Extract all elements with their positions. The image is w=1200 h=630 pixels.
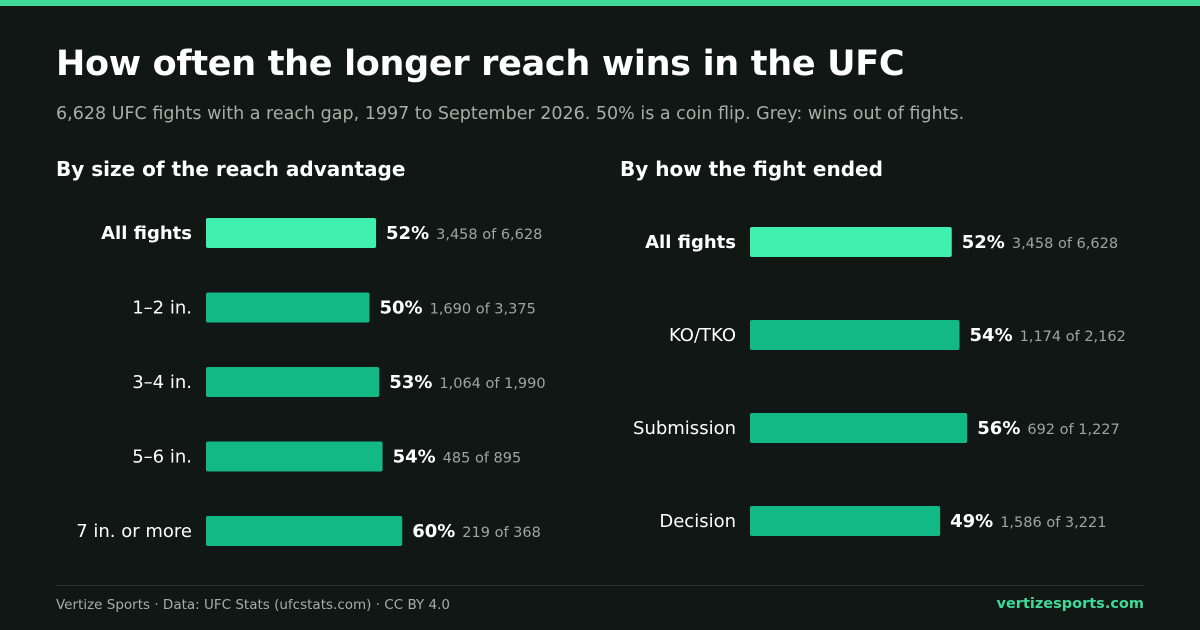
value-label: 60% xyxy=(412,521,455,542)
bar xyxy=(206,367,380,397)
panel-fight-ending: By how the fight ended All fights 52% 3,458… xyxy=(620,157,1126,536)
category-label: 5–6 in. xyxy=(132,447,192,468)
category-label: All fights xyxy=(645,232,736,253)
count-label: 1,174 of 2,162 xyxy=(1020,329,1126,345)
value-label: 52% xyxy=(386,223,429,244)
footer-divider xyxy=(56,585,1144,586)
count-label: 1,690 of 3,375 xyxy=(430,302,536,318)
category-label: 3–4 in. xyxy=(132,372,192,393)
category-label: All fights xyxy=(101,223,192,244)
bar xyxy=(206,218,377,248)
count-label: 692 of 1,227 xyxy=(1027,422,1119,438)
bar xyxy=(206,516,403,546)
value-label: 54% xyxy=(393,447,436,468)
bar xyxy=(750,413,968,443)
panel-reach-advantage: By size of the reach advantage All fights… xyxy=(56,157,546,546)
bar xyxy=(750,506,941,536)
footer-source: Vertize Sports · Data: UFC Stats (ufcsta… xyxy=(56,597,450,613)
category-label: 7 in. or more xyxy=(76,521,192,542)
count-label: 1,064 of 1,990 xyxy=(439,376,545,392)
bar xyxy=(206,292,370,323)
chart-title: How often the longer reach wins in the U… xyxy=(56,44,905,84)
value-label: 56% xyxy=(977,418,1020,439)
count-label: 3,458 of 6,628 xyxy=(1012,236,1118,252)
count-label: 219 of 368 xyxy=(462,525,541,541)
chart-subtitle: 6,628 UFC fights with a reach gap, 1997 … xyxy=(56,104,965,124)
category-label: 1–2 in. xyxy=(132,298,192,319)
panel-title: By how the fight ended xyxy=(620,157,883,181)
footer-site-link[interactable]: vertizesports.com xyxy=(996,596,1144,612)
count-label: 485 of 895 xyxy=(443,451,522,467)
count-label: 3,458 of 6,628 xyxy=(436,227,542,243)
value-label: 54% xyxy=(970,325,1013,346)
panel-title: By size of the reach advantage xyxy=(56,157,405,181)
category-label: KO/TKO xyxy=(669,325,736,346)
bar xyxy=(750,320,960,350)
value-label: 50% xyxy=(380,298,423,319)
value-label: 49% xyxy=(950,511,993,532)
value-label: 53% xyxy=(389,372,432,393)
bar xyxy=(206,441,383,472)
count-label: 1,586 of 3,221 xyxy=(1000,515,1106,531)
value-label: 52% xyxy=(962,232,1005,253)
top-accent-rule xyxy=(0,0,1200,6)
bar xyxy=(750,227,952,257)
category-label: Submission xyxy=(633,418,736,439)
category-label: Decision xyxy=(659,511,736,532)
